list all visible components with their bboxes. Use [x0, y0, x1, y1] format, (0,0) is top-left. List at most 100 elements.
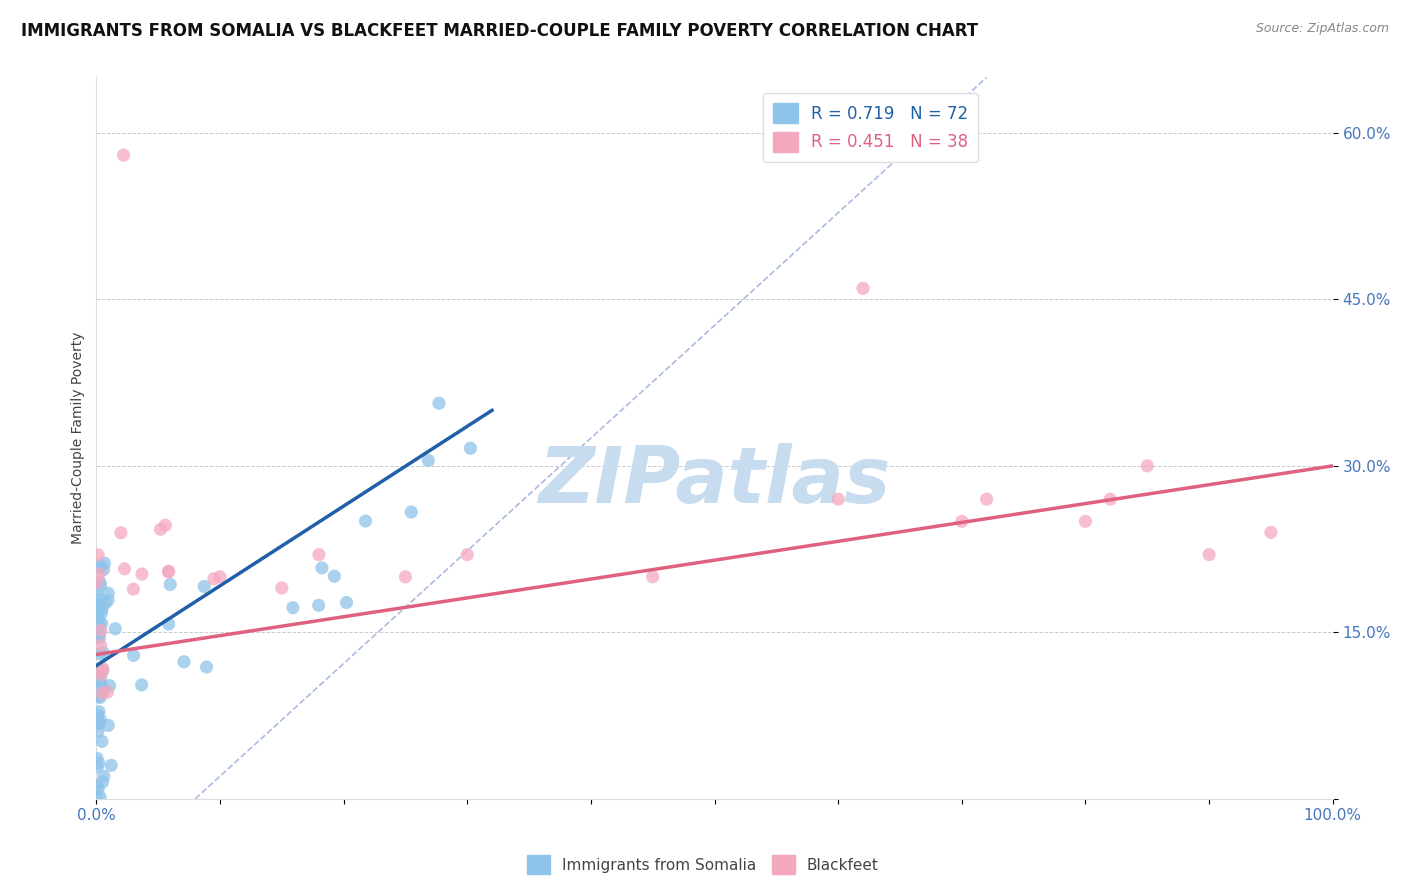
Point	[122, 582, 145, 597]
Point	[93, 556, 115, 570]
Point	[87, 756, 110, 770]
Point	[87, 627, 110, 641]
Point	[89, 690, 111, 705]
Point	[87, 781, 110, 796]
Point	[1074, 514, 1097, 528]
Point	[89, 647, 111, 661]
Point	[86, 610, 108, 624]
Point	[86, 664, 108, 678]
Point	[86, 707, 108, 722]
Point	[93, 769, 115, 783]
Point	[281, 600, 304, 615]
Text: ZIPatlas: ZIPatlas	[538, 443, 890, 519]
Point	[1260, 525, 1282, 540]
Point	[90, 673, 112, 687]
Point	[91, 645, 114, 659]
Point	[202, 572, 225, 586]
Point	[87, 705, 110, 719]
Point	[308, 599, 330, 613]
Point	[131, 678, 153, 692]
Point	[97, 718, 120, 732]
Point	[86, 751, 108, 765]
Point	[335, 595, 357, 609]
Point	[91, 664, 114, 678]
Point	[94, 596, 117, 610]
Legend: R = 0.719   N = 72, R = 0.451   N = 38: R = 0.719 N = 72, R = 0.451 N = 38	[763, 93, 979, 162]
Point	[86, 791, 108, 805]
Point	[87, 548, 110, 562]
Point	[1099, 492, 1122, 507]
Point	[354, 514, 377, 528]
Point	[90, 602, 112, 616]
Point	[86, 760, 108, 774]
Point	[89, 575, 111, 590]
Point	[104, 622, 127, 636]
Point	[87, 591, 110, 606]
Point	[89, 566, 111, 581]
Point	[90, 638, 112, 652]
Point	[89, 716, 111, 731]
Point	[87, 676, 110, 690]
Text: IMMIGRANTS FROM SOMALIA VS BLACKFEET MARRIED-COUPLE FAMILY POVERTY CORRELATION C: IMMIGRANTS FROM SOMALIA VS BLACKFEET MAR…	[21, 22, 979, 40]
Point	[86, 575, 108, 590]
Point	[89, 675, 111, 690]
Point	[456, 548, 478, 562]
Point	[87, 597, 110, 611]
Point	[91, 775, 114, 789]
Point	[100, 758, 122, 772]
Point	[90, 686, 112, 700]
Point	[89, 679, 111, 693]
Point	[323, 569, 346, 583]
Point	[90, 663, 112, 677]
Point	[114, 562, 136, 576]
Point	[97, 586, 120, 600]
Point	[110, 525, 132, 540]
Point	[87, 601, 110, 615]
Point	[89, 790, 111, 805]
Point	[98, 679, 121, 693]
Point	[90, 616, 112, 631]
Point	[149, 522, 172, 536]
Point	[93, 562, 115, 576]
Point	[157, 565, 180, 579]
Point	[90, 667, 112, 681]
Legend: Immigrants from Somalia, Blackfeet: Immigrants from Somalia, Blackfeet	[522, 849, 884, 880]
Point	[193, 579, 215, 593]
Point	[87, 614, 110, 628]
Point	[91, 682, 114, 697]
Point	[86, 687, 108, 701]
Point	[89, 713, 111, 727]
Point	[399, 505, 422, 519]
Point	[208, 570, 231, 584]
Point	[112, 148, 135, 162]
Point	[418, 453, 440, 467]
Point	[641, 570, 664, 584]
Point	[122, 648, 145, 663]
Point	[157, 564, 180, 578]
Point	[89, 631, 111, 645]
Point	[89, 618, 111, 632]
Point	[394, 570, 416, 584]
Point	[89, 558, 111, 573]
Point	[308, 548, 330, 562]
Point	[91, 734, 114, 748]
Point	[157, 617, 180, 632]
Point	[97, 593, 120, 607]
Y-axis label: Married-Couple Family Poverty: Married-Couple Family Poverty	[72, 332, 86, 544]
Point	[195, 660, 218, 674]
Point	[89, 625, 111, 640]
Point	[96, 685, 118, 699]
Point	[87, 724, 110, 739]
Point	[976, 492, 998, 507]
Point	[87, 716, 110, 731]
Point	[86, 584, 108, 599]
Point	[311, 561, 333, 575]
Point	[427, 396, 450, 410]
Text: Source: ZipAtlas.com: Source: ZipAtlas.com	[1256, 22, 1389, 36]
Point	[1198, 548, 1220, 562]
Point	[155, 518, 177, 533]
Point	[90, 578, 112, 592]
Point	[460, 442, 482, 456]
Point	[159, 577, 181, 591]
Point	[87, 561, 110, 575]
